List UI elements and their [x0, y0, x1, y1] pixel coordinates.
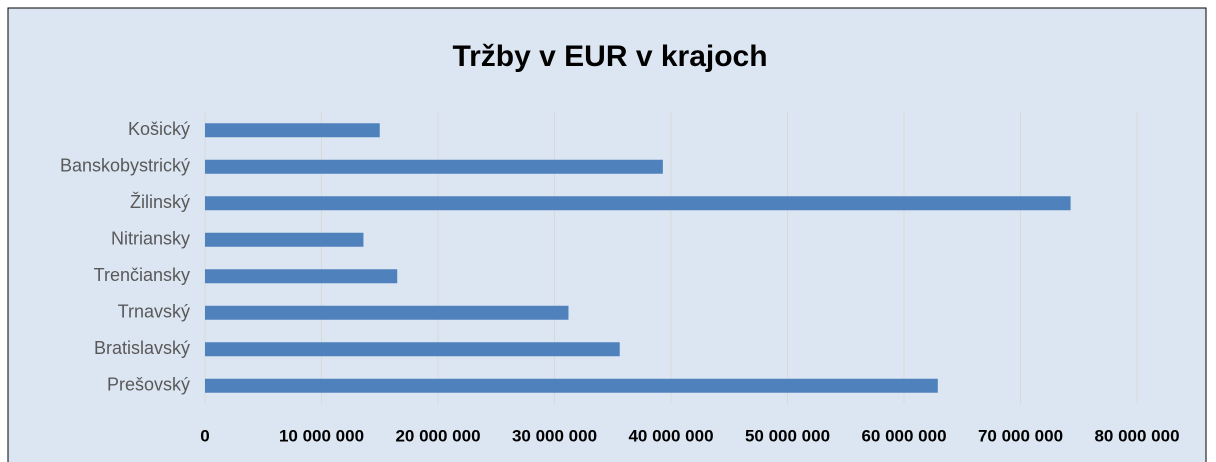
bar [205, 159, 663, 174]
y-tick-label: Košický [128, 119, 190, 139]
y-tick-label: Trnavský [118, 302, 190, 322]
y-tick-label: Bratislavský [94, 338, 190, 358]
bar [205, 305, 569, 320]
y-tick-label: Nitriansky [111, 229, 190, 249]
x-tick-label: 30 000 000 [512, 426, 597, 445]
bar [205, 196, 1071, 211]
x-tick-label: 20 000 000 [395, 426, 480, 445]
bar [205, 123, 380, 138]
x-tick-label: 70 000 000 [978, 426, 1063, 445]
bar [205, 269, 398, 284]
y-tick-label: Prešovský [107, 375, 190, 395]
x-tick-label: 0 [200, 426, 209, 445]
bar [205, 378, 938, 393]
x-tick-label: 80 000 000 [1094, 426, 1179, 445]
x-tick-label: 10 000 000 [279, 426, 364, 445]
y-tick-label: Banskobystrický [60, 156, 190, 176]
bar [205, 232, 364, 247]
x-tick-label: 50 000 000 [745, 426, 830, 445]
y-tick-label: Žilinský [130, 192, 190, 212]
x-tick-label: 60 000 000 [861, 426, 946, 445]
chart-title: Tržby v EUR v krajoch [452, 40, 767, 73]
bar [205, 342, 620, 357]
x-tick-label: 40 000 000 [628, 426, 713, 445]
y-tick-label: Trenčiansky [94, 265, 190, 285]
